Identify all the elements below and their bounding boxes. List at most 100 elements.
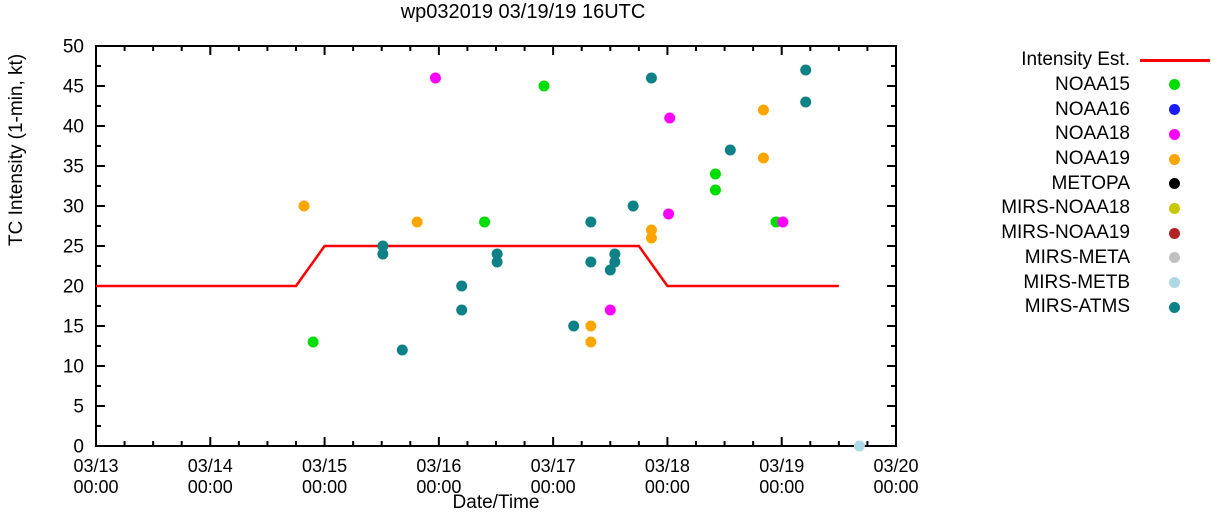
legend-dot-swatch <box>1130 295 1211 320</box>
legend-label: NOAA18 <box>1055 123 1130 145</box>
x-tick-label-date: 03/20 <box>873 456 918 476</box>
x-tick-label-time: 00:00 <box>302 477 347 497</box>
legend-item-metopa: METOPA <box>880 171 1211 196</box>
dot-marker-icon <box>1169 301 1180 313</box>
dot-marker-icon <box>1169 128 1180 140</box>
data-point-noaa18 <box>664 112 676 124</box>
legend-label: METOPA <box>1051 172 1130 194</box>
data-point-mirs-atms <box>568 320 580 332</box>
y-tick-label: 30 <box>63 197 84 218</box>
data-point-noaa15 <box>709 184 721 196</box>
legend-dot-swatch <box>1130 97 1211 122</box>
data-point-mirs-atms <box>456 280 468 292</box>
dot-marker-icon <box>1169 252 1180 264</box>
y-tick-label: 40 <box>63 117 84 138</box>
data-point-noaa19 <box>411 216 423 228</box>
legend-label: MIRS-NOAA19 <box>1001 222 1130 244</box>
data-point-noaa18 <box>663 208 675 220</box>
data-point-noaa15 <box>709 168 721 180</box>
x-tick-label-time: 00:00 <box>416 477 461 497</box>
data-point-noaa15 <box>538 80 550 92</box>
legend-item-noaa18: NOAA18 <box>880 122 1211 147</box>
legend-item-mirs-meta: MIRS-META <box>880 246 1211 271</box>
legend-label: NOAA15 <box>1055 74 1130 96</box>
data-point-mirs-atms <box>609 248 621 260</box>
x-tick-label-time: 00:00 <box>645 477 690 497</box>
data-point-mirs-atms <box>800 96 812 108</box>
legend-item-mirs-metb: MIRS-METB <box>880 270 1211 295</box>
x-axis-label: Date/Time <box>452 492 540 513</box>
x-tick-label-time: 00:00 <box>73 477 118 497</box>
x-tick-label-time: 00:00 <box>188 477 233 497</box>
data-point-mirs-atms <box>456 304 468 316</box>
y-tick-label: 35 <box>63 157 84 178</box>
y-tick-label: 5 <box>73 397 84 418</box>
legend-dot-swatch <box>1130 196 1211 221</box>
legend-item-noaa19: NOAA19 <box>880 147 1211 172</box>
y-tick-label: 25 <box>63 237 84 258</box>
data-point-noaa19 <box>298 200 310 212</box>
legend-label: MIRS-METB <box>1023 271 1130 293</box>
line-sample-icon <box>1140 59 1210 62</box>
data-point-mirs-atms <box>645 72 657 84</box>
x-tick-label-date: 03/17 <box>531 456 576 476</box>
x-tick-label-date: 03/14 <box>188 456 233 476</box>
y-tick-label: 10 <box>63 357 84 378</box>
x-tick-label-date: 03/13 <box>73 456 118 476</box>
x-tick-label-date: 03/16 <box>416 456 461 476</box>
legend-dot-swatch <box>1130 270 1211 295</box>
legend-item-intensity-est-: Intensity Est. <box>880 48 1211 73</box>
data-point-mirs-atms <box>585 216 597 228</box>
data-point-mirs-atms <box>396 344 408 356</box>
legend-label: NOAA19 <box>1055 148 1130 170</box>
y-tick-label: 45 <box>63 77 84 98</box>
dot-marker-icon <box>1169 202 1180 214</box>
x-tick-label-date: 03/18 <box>645 456 690 476</box>
y-tick-label: 50 <box>63 37 84 58</box>
data-point-mirs-atms <box>724 144 736 156</box>
data-point-noaa18 <box>604 304 616 316</box>
legend-item-mirs-noaa19: MIRS-NOAA19 <box>880 221 1211 246</box>
data-point-mirs-atms <box>800 64 812 76</box>
y-tick-label: 0 <box>73 437 84 458</box>
data-point-noaa19 <box>585 320 597 332</box>
data-point-noaa18 <box>429 72 441 84</box>
x-tick-label-date: 03/19 <box>759 456 804 476</box>
legend-label: NOAA16 <box>1055 98 1130 120</box>
legend-dot-swatch <box>1130 171 1211 196</box>
legend-dot-swatch <box>1130 147 1211 172</box>
dot-marker-icon <box>1169 276 1180 288</box>
data-point-mirs-atms <box>604 264 616 276</box>
data-point-mirs-atms <box>585 256 597 268</box>
dot-marker-icon <box>1169 104 1180 116</box>
intensity-line <box>96 244 839 288</box>
legend-item-noaa16: NOAA16 <box>880 97 1211 122</box>
data-point-mirs-atms <box>491 256 503 268</box>
data-point-noaa19 <box>757 152 769 164</box>
data-point-noaa19 <box>757 104 769 116</box>
legend-label: Intensity Est. <box>1021 49 1130 71</box>
data-point-mirs-atms <box>491 248 503 260</box>
data-point-mirs-atms <box>627 200 639 212</box>
data-point-mirs-atms <box>609 256 621 268</box>
data-point-mirs-atms <box>377 248 389 260</box>
legend-item-mirs-atms: MIRS-ATMS <box>880 295 1211 320</box>
y-tick-label: 15 <box>63 317 84 338</box>
legend-dot-swatch <box>1130 246 1211 271</box>
x-tick-label-time: 00:00 <box>531 477 576 497</box>
data-point-noaa19 <box>585 336 597 348</box>
legend-dot-swatch <box>1130 73 1211 98</box>
data-point-noaa15 <box>307 336 319 348</box>
chart-title: wp032019 03/19/19 16UTC <box>400 1 646 23</box>
x-tick-label-date: 03/15 <box>302 456 347 476</box>
data-point-noaa15 <box>479 216 491 228</box>
legend-dot-swatch <box>1130 122 1211 147</box>
legend-item-mirs-noaa18: MIRS-NOAA18 <box>880 196 1211 221</box>
data-point-mirs-atms <box>377 240 389 252</box>
legend-dot-swatch <box>1130 221 1211 246</box>
dot-marker-icon <box>1169 227 1180 239</box>
data-point-noaa18 <box>777 216 789 228</box>
x-tick-label-time: 00:00 <box>759 477 804 497</box>
